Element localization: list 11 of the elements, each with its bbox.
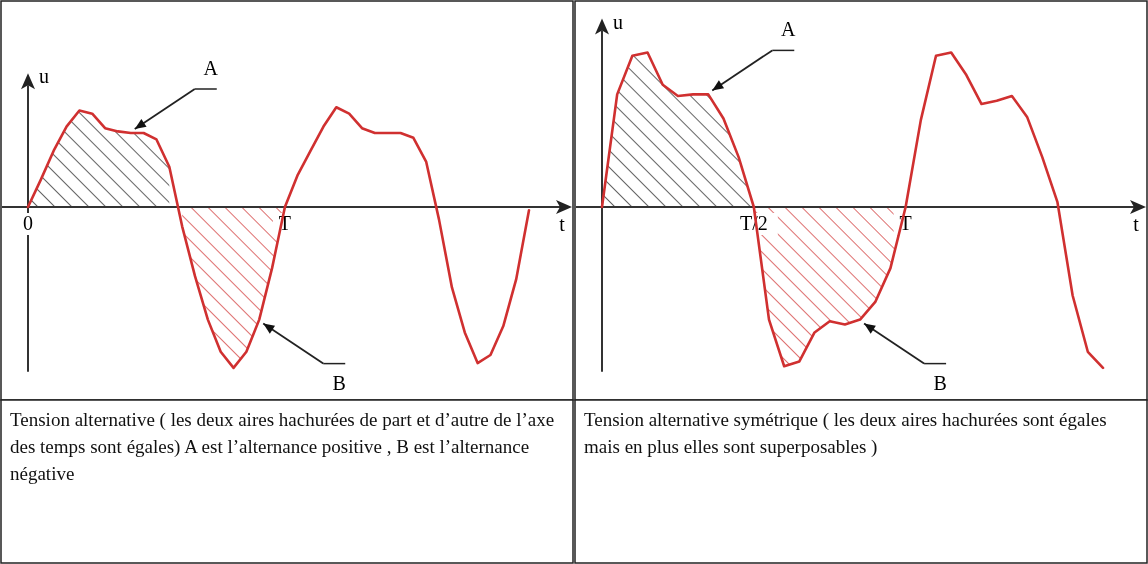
text: B	[933, 371, 947, 394]
text: A	[781, 18, 797, 41]
text: Tension alternative ( les deux aires hachurées de part et d’autre de l’axe des temps sont égales) A est l’alternance positive , B est l’alternance négative	[10, 408, 556, 486]
x-axis-title: t	[559, 213, 566, 235]
x-axis-title: t	[1133, 213, 1140, 235]
x-tick-label: 0	[23, 212, 33, 234]
text: Tension alternative symétrique ( les deux aires hachurées sont égales mais en plus elles sont superposables )	[584, 408, 1108, 459]
y-axis-title: u	[39, 65, 49, 88]
y-axis-title: u	[613, 10, 623, 33]
text: B	[332, 371, 346, 394]
text: A	[203, 57, 219, 79]
